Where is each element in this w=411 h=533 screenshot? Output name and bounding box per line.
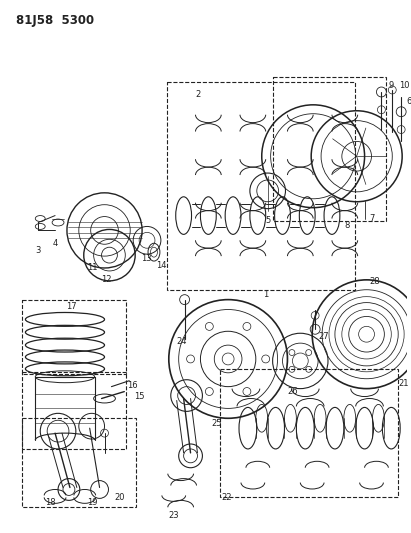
Text: 17: 17 xyxy=(67,302,77,311)
Text: 22: 22 xyxy=(221,493,231,502)
Text: 20: 20 xyxy=(114,493,125,502)
Text: 4: 4 xyxy=(53,239,58,248)
Text: 16: 16 xyxy=(127,381,138,390)
Bar xyxy=(23,418,136,507)
Text: 7: 7 xyxy=(369,214,374,223)
Bar xyxy=(23,300,126,374)
Text: 18: 18 xyxy=(45,498,55,507)
Bar xyxy=(167,82,355,290)
Text: 5: 5 xyxy=(265,216,270,225)
Text: 19: 19 xyxy=(88,498,98,507)
Text: 25: 25 xyxy=(211,419,222,427)
Text: 3: 3 xyxy=(36,246,41,255)
Text: 8: 8 xyxy=(344,221,349,230)
Text: 14: 14 xyxy=(156,261,166,270)
Text: 24: 24 xyxy=(176,337,187,346)
Text: 10: 10 xyxy=(399,80,409,90)
Text: 28: 28 xyxy=(369,277,380,286)
Text: 27: 27 xyxy=(319,332,329,341)
Text: 23: 23 xyxy=(169,511,179,520)
Text: 12: 12 xyxy=(101,276,112,284)
Text: 15: 15 xyxy=(134,392,144,401)
Text: 9: 9 xyxy=(389,80,394,90)
Bar xyxy=(220,369,398,497)
Bar xyxy=(23,372,126,449)
Bar xyxy=(272,77,386,221)
Text: 13: 13 xyxy=(141,254,151,263)
Text: 26: 26 xyxy=(287,387,298,396)
Text: 81J58  5300: 81J58 5300 xyxy=(16,14,94,27)
Text: 1: 1 xyxy=(263,290,268,299)
Text: 2: 2 xyxy=(196,91,201,100)
Text: 21: 21 xyxy=(399,379,409,388)
Text: 6: 6 xyxy=(406,98,411,107)
Text: 11: 11 xyxy=(88,263,98,272)
